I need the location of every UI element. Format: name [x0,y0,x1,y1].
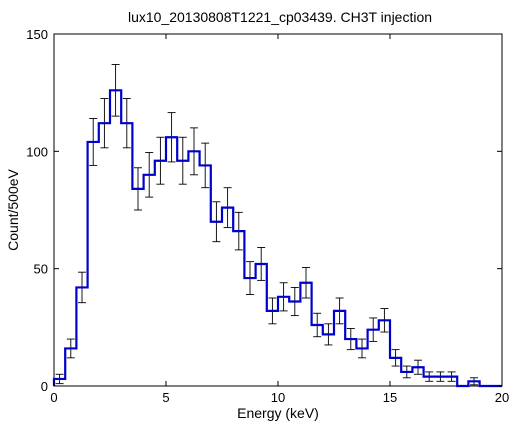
x-tick-label: 15 [383,390,397,405]
y-tick-label: 100 [26,144,48,159]
axis-ticks: 0 5 10 15 20 0 50 100 150 [26,27,509,405]
y-tick-label: 150 [26,27,48,42]
x-tick-label: 20 [495,390,509,405]
y-axis-label: Count/500eV [5,168,21,250]
plot-frame [53,33,503,387]
chart-title: lux10_20130808T1221_cp03439. CH3T inject… [128,9,432,25]
y-tick-label: 0 [41,379,48,394]
y-tick-label: 50 [34,262,48,277]
histogram-line [52,89,502,388]
x-tick-label: 0 [50,390,57,405]
error-bars [55,64,478,386]
x-tick-label: 10 [271,390,285,405]
x-tick-label: 5 [162,390,169,405]
x-axis-label: Energy (keV) [237,405,319,421]
